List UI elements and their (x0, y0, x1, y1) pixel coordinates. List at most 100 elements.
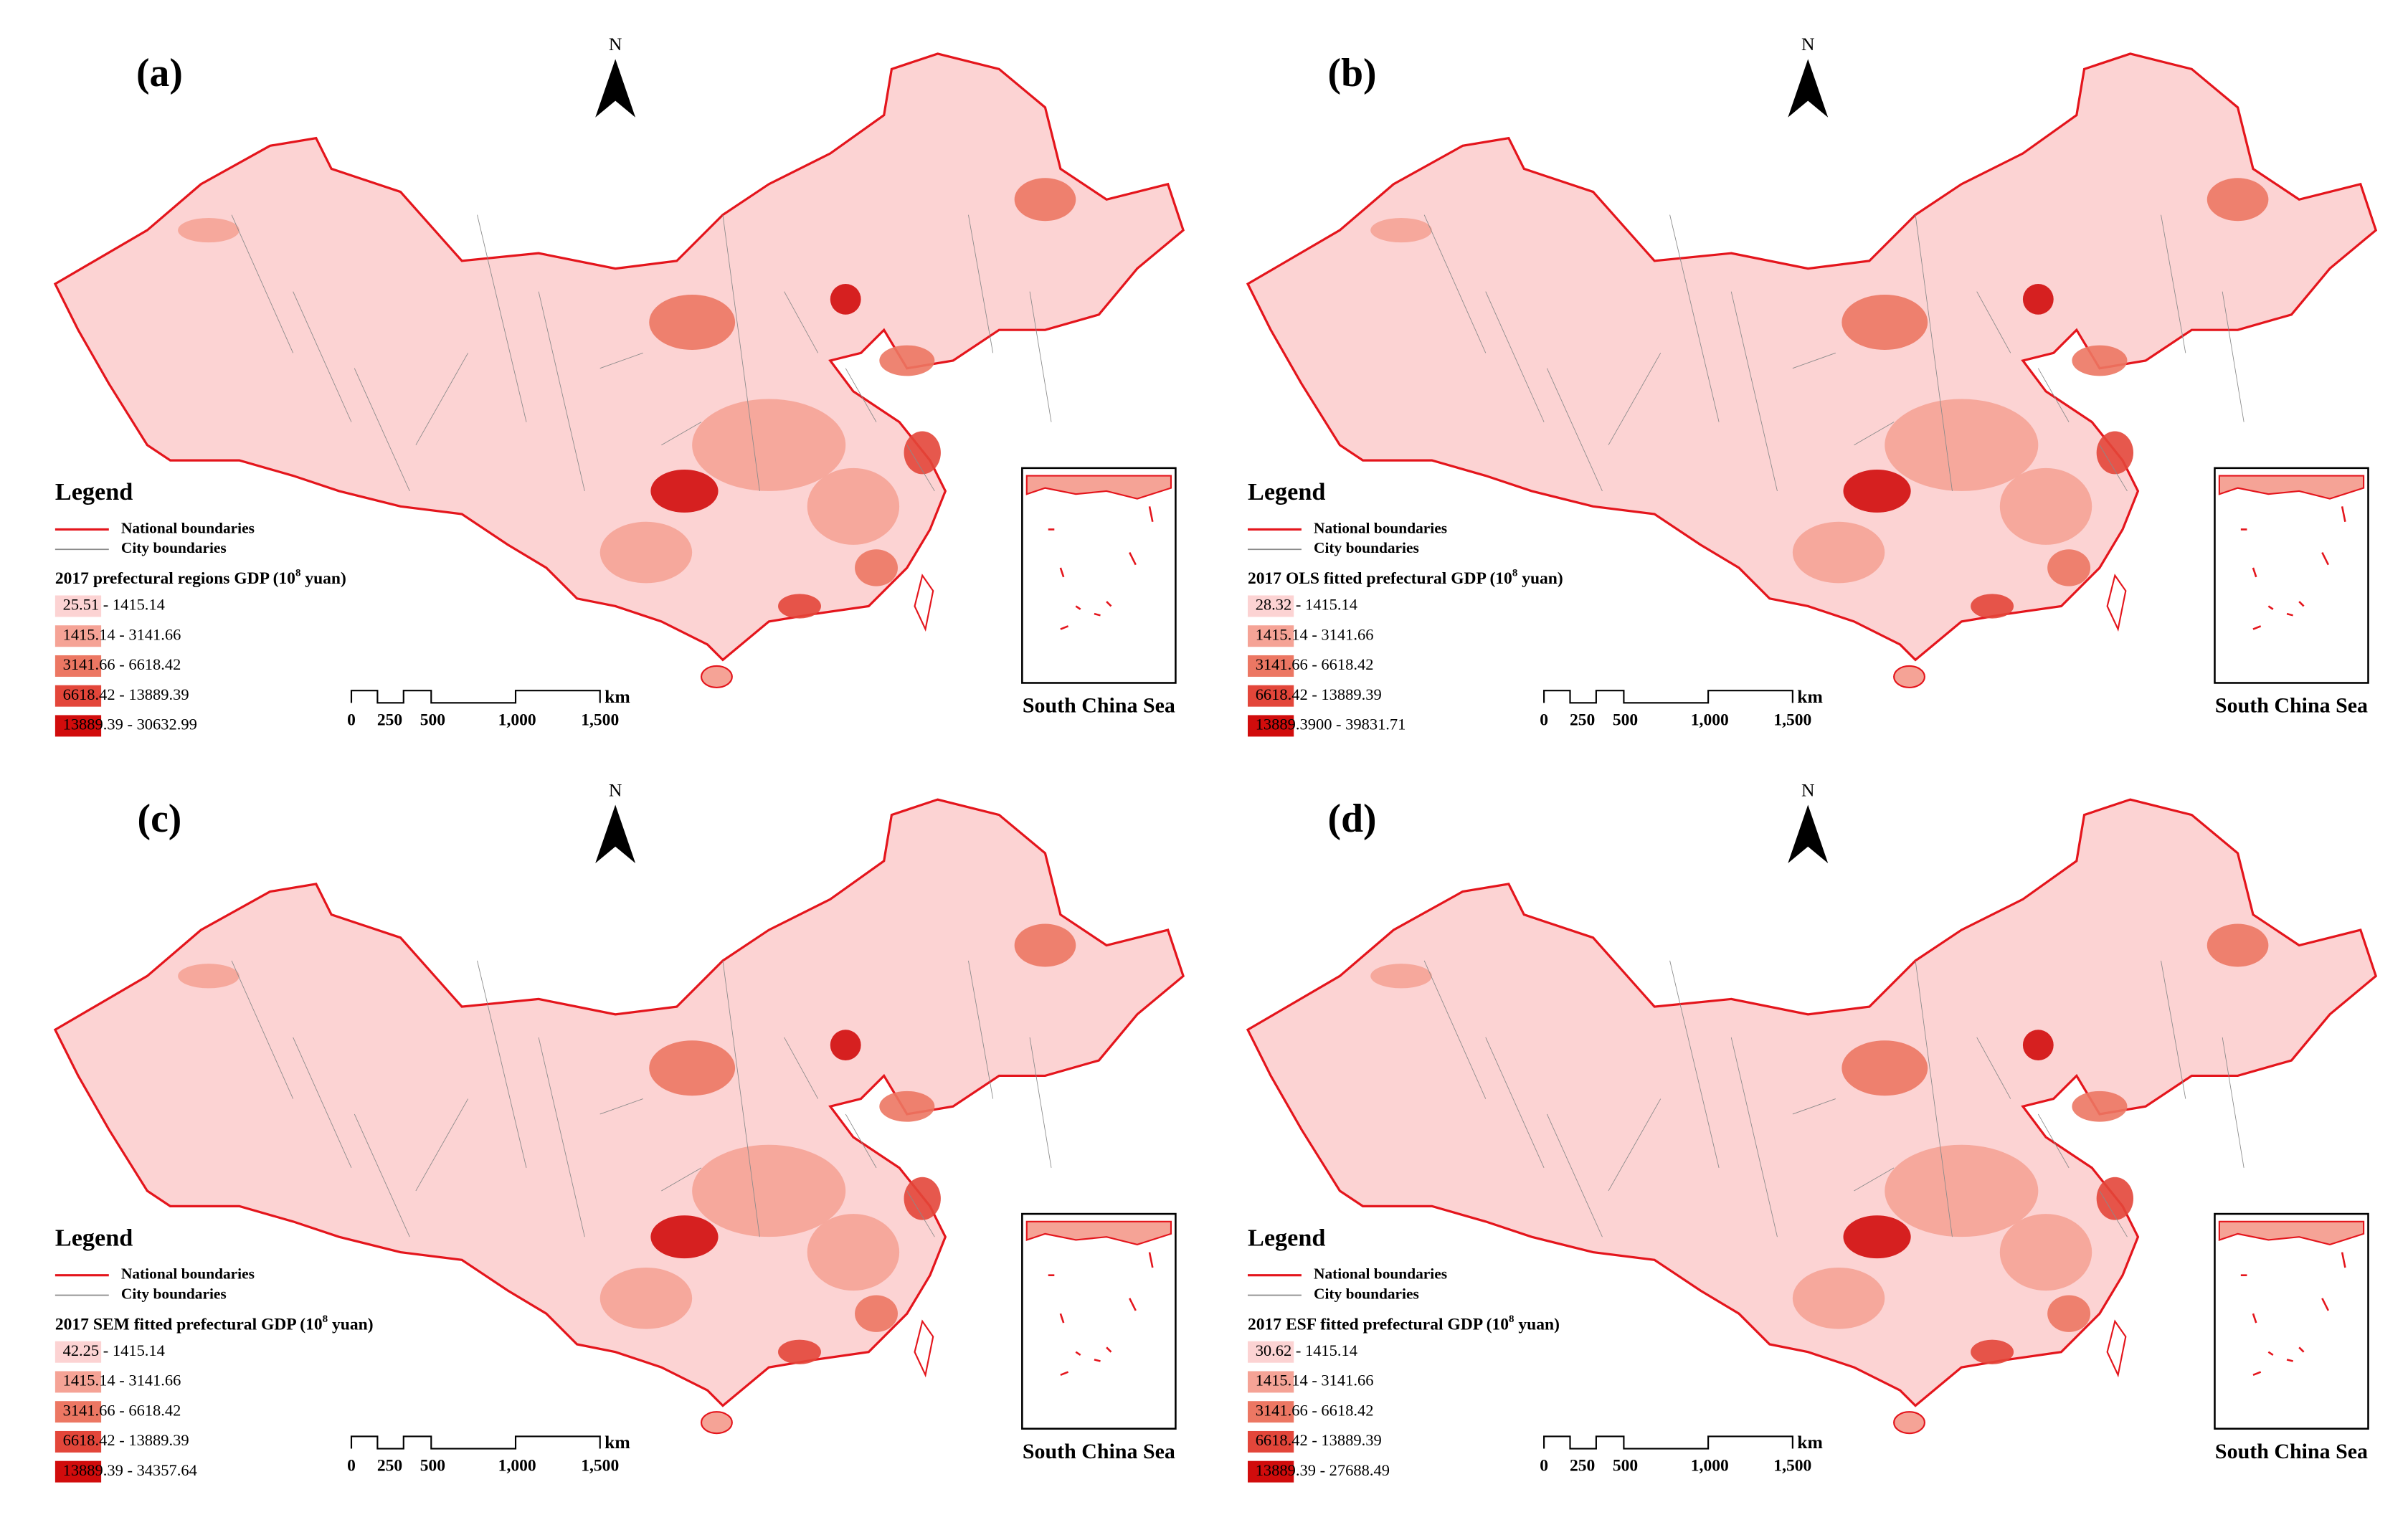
legend-class: 30.62 - 1415.14 (1256, 1341, 1357, 1359)
legend-swatch (1248, 655, 1294, 677)
scale-label: 250 (377, 1457, 402, 1476)
legend-class: 3141.66 - 6618.42 (1256, 655, 1374, 673)
legend-title: Legend (55, 1224, 133, 1251)
legend-title: Legend (1248, 1224, 1325, 1251)
region-highlight (1792, 1267, 1885, 1329)
region-highlight (2022, 283, 2054, 315)
region-highlight (2047, 1295, 2091, 1332)
hainan (700, 665, 733, 688)
legend-class: 6618.42 - 13889.39 (1256, 1431, 1382, 1449)
panel-label: (c) (138, 797, 182, 841)
city-boundary (661, 1167, 702, 1192)
city-boundary (906, 445, 935, 492)
hainan (1893, 665, 1925, 688)
inset-coast (2218, 475, 2365, 500)
region-highlight (807, 1214, 900, 1291)
legend-boundary: City boundaries (121, 1285, 227, 1302)
inset-label: South China Sea (2215, 694, 2368, 718)
variable-sup: 8 (1512, 568, 1517, 579)
scale-label: 1,500 (1773, 1457, 1811, 1476)
variable-sup: 8 (323, 1313, 328, 1325)
region-highlight (178, 964, 240, 989)
scale-label: 0 (1540, 1457, 1548, 1476)
region-highlight (1841, 294, 1928, 351)
region-highlight (1843, 1215, 1911, 1259)
city-boundary (1854, 1167, 1895, 1192)
region-highlight (1792, 521, 1885, 584)
city-boundary (231, 214, 294, 353)
inset-coast (1025, 475, 1172, 500)
scale-bar (350, 1435, 601, 1450)
variable-text: 2017 prefectural regions GDP (10 (55, 569, 295, 588)
city-boundary (354, 368, 410, 492)
city-boundary (1423, 960, 1487, 1099)
city-boundary (1669, 214, 1720, 422)
legend-swatch (1248, 1430, 1294, 1453)
city-boundary (2037, 368, 2070, 422)
city-boundary (1854, 422, 1895, 446)
city-boundary (845, 1113, 877, 1169)
scale-label: 250 (1570, 711, 1595, 729)
region-highlight (2072, 345, 2128, 376)
legend-class: 3141.66 - 6618.42 (63, 655, 181, 673)
legend-variable: 2017 ESF fitted prefectural GDP (108 yua… (1248, 1313, 1560, 1334)
city-boundary (2099, 445, 2128, 492)
city-boundary (477, 214, 527, 422)
legend-boundary: National boundaries (1314, 1265, 1447, 1283)
legend-swatch (54, 1430, 102, 1453)
region-highlight (1841, 1040, 1928, 1096)
region-highlight (1971, 1339, 2014, 1364)
scale-unit: km (605, 1432, 630, 1453)
north-arrow (1788, 59, 1829, 118)
legend-variable: 2017 OLS fitted prefectural GDP (108 yua… (1248, 568, 1563, 589)
legend-swatch (54, 685, 102, 707)
city-boundary (1730, 291, 1778, 492)
region-highlight (778, 594, 821, 619)
city-boundary (1608, 353, 1662, 445)
legend-title: Legend (1248, 478, 1325, 505)
north-arrow (595, 804, 636, 864)
legend-swatch (1248, 685, 1294, 707)
region-highlight (599, 1267, 693, 1329)
city-boundary (415, 353, 469, 445)
city-boundary (1423, 214, 1487, 353)
region-highlight (1999, 1214, 2092, 1291)
city-boundary (538, 1037, 585, 1237)
city-boundary (1976, 291, 2011, 353)
legend-boundary: City boundaries (1314, 1285, 1419, 1302)
city-boundary (722, 960, 760, 1237)
variable-text: yuan) (1515, 1316, 1560, 1334)
legend-class: 1415.14 - 3141.66 (63, 1372, 181, 1389)
variable-text: 2017 ESF fitted prefectural GDP (10 (1248, 1316, 1509, 1334)
city-boundary (293, 291, 352, 422)
region-highlight (649, 294, 736, 351)
region-highlight (1014, 178, 1076, 222)
scale-label: 1,500 (581, 711, 619, 729)
variable-text: yuan) (1517, 569, 1563, 588)
inset-label: South China Sea (2215, 1440, 2368, 1463)
region-highlight (1370, 964, 1432, 989)
region-highlight (1370, 217, 1432, 243)
north-label: N (609, 34, 622, 54)
inset-coast (2218, 1220, 2365, 1245)
city-boundary (906, 1190, 935, 1237)
scale-label: 1,000 (498, 711, 536, 729)
region-highlight (1014, 923, 1076, 967)
city-boundary (968, 960, 994, 1099)
legend-swatch (1248, 625, 1294, 647)
region-highlight (1843, 469, 1911, 513)
city-boundary (1029, 1037, 1052, 1168)
taiwan (2106, 574, 2127, 632)
city-boundary (1029, 291, 1052, 422)
legend-swatch (54, 595, 102, 617)
hainan (700, 1411, 733, 1435)
region-highlight (904, 431, 941, 475)
legend-boundary: National boundaries (1314, 519, 1447, 536)
scale-label: 1,000 (498, 1457, 536, 1476)
map-panel: (c) N Legend National boundaries City bounda… (54, 779, 1185, 1483)
city-boundary (477, 960, 527, 1168)
city-boundary (599, 1098, 643, 1115)
scale-label: 1,000 (1691, 711, 1729, 729)
legend-class: 13889.39 - 34357.64 (63, 1461, 197, 1479)
region-highlight (807, 467, 900, 545)
